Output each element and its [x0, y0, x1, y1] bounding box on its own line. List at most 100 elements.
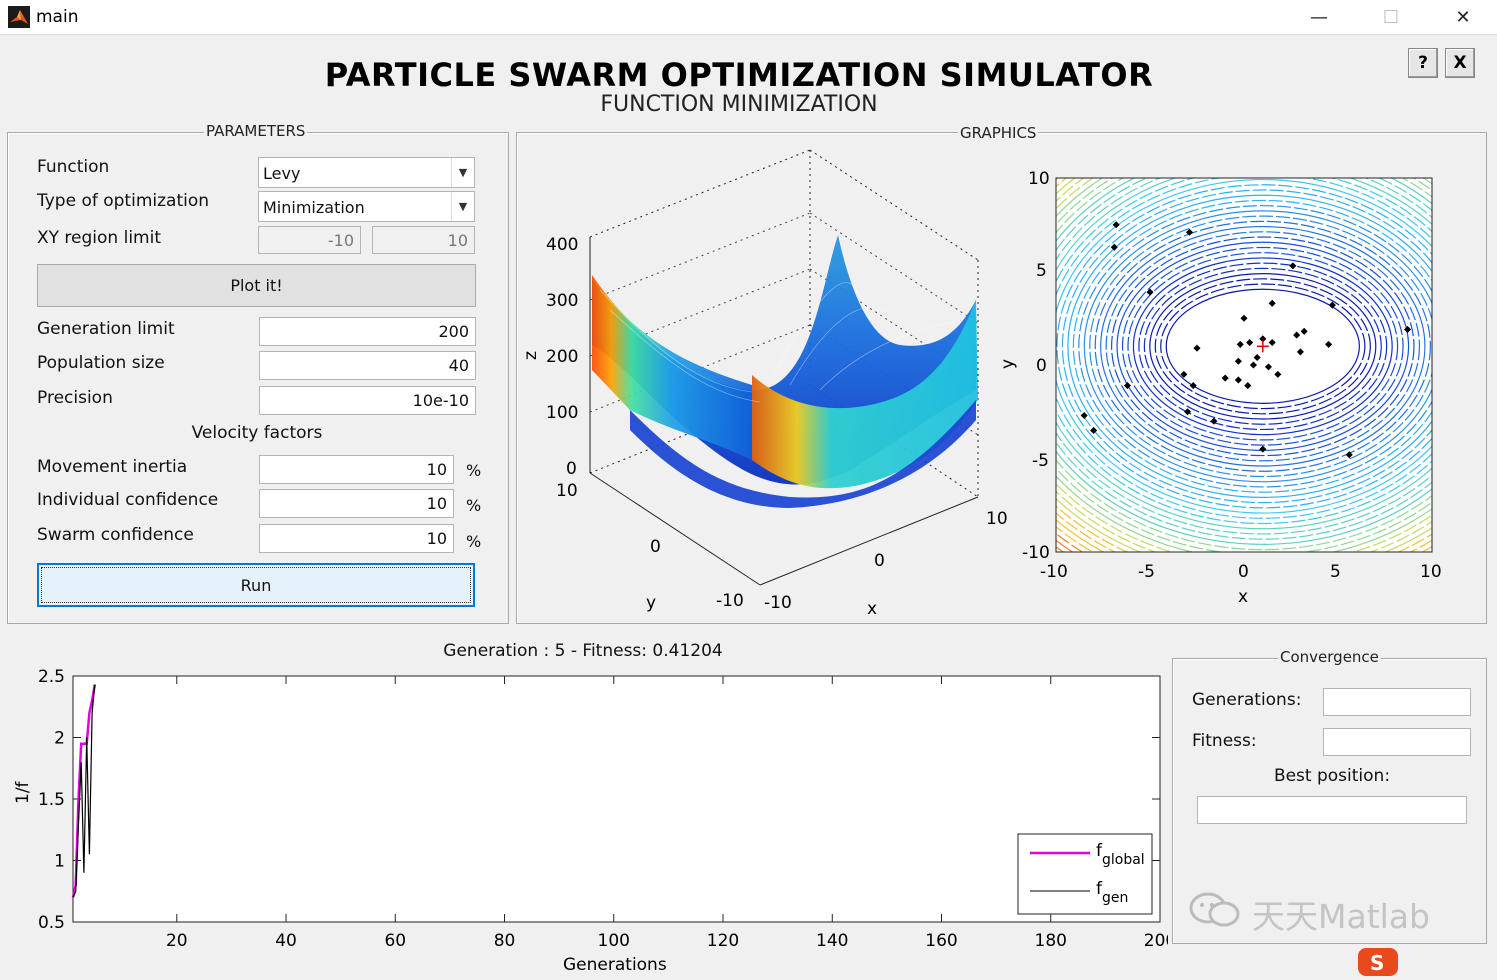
contour-x-tick: 10 [1420, 562, 1442, 582]
fitness-output[interactable] [1323, 728, 1471, 756]
y-tick-label: 1.5 [38, 790, 65, 810]
function-label: Function [37, 157, 110, 177]
maximize-button[interactable]: ☐ [1382, 6, 1400, 28]
chart-legend: fglobal fgen [1017, 833, 1153, 915]
contour-ring [1056, 178, 1432, 530]
wechat-icon [1188, 890, 1244, 930]
precision-input[interactable]: 10e-10 [259, 386, 476, 415]
y-tick-label: 0.5 [38, 913, 65, 933]
contour-ring [1143, 267, 1382, 425]
percent-label: % [466, 461, 482, 480]
surface-front-sheet [752, 300, 978, 489]
generations-output[interactable] [1323, 688, 1471, 716]
contour-ring [1160, 283, 1366, 410]
surface-x-label: x [867, 599, 877, 619]
x-tick-label: 100 [598, 931, 630, 951]
percent-label: % [466, 496, 482, 515]
contour-ring [1056, 178, 1432, 545]
x-tick-label: 120 [707, 931, 739, 951]
percent-label: % [466, 532, 482, 551]
contour-ring [1165, 288, 1360, 404]
contour-y-tick: 0 [1036, 356, 1047, 376]
series-line-gen [72, 684, 96, 898]
contour-ring [1132, 257, 1393, 436]
population-size-input[interactable]: 40 [259, 351, 476, 380]
contour-ring [1056, 178, 1432, 525]
contour-ring [1154, 278, 1371, 415]
particle-marker [1404, 325, 1412, 334]
xy-max-field[interactable]: 10 [372, 226, 475, 254]
minimize-button[interactable]: — [1310, 6, 1328, 28]
optimization-type-label: Type of optimization [37, 191, 210, 211]
optimization-type-value: Minimization [263, 198, 365, 217]
optimization-type-select[interactable]: Minimization ▼ [258, 191, 475, 222]
chart-y-label: 1/f [13, 780, 33, 804]
contour-ring [1056, 179, 1432, 514]
titlebar-divider [0, 34, 1497, 35]
contour-ring [1067, 194, 1432, 498]
surface-z-tick: 100 [546, 403, 578, 423]
best-position-output[interactable] [1197, 796, 1467, 824]
xy-min-field[interactable]: -10 [258, 226, 361, 254]
contour-ring [1056, 184, 1432, 509]
y-tick-label: 2.5 [38, 667, 65, 687]
x-tick-label: 200 [1144, 931, 1168, 951]
fitness-label: Fitness: [1192, 731, 1257, 751]
window-close-button[interactable]: ✕ [1455, 6, 1471, 28]
surface-plot: 400 300 200 100 0 z 10 0 -10 y -10 0 10 … [521, 149, 1008, 619]
plot-button[interactable]: Plot it! [37, 264, 476, 307]
generation-limit-label: Generation limit [37, 319, 175, 339]
chart-plot-area [72, 675, 1161, 923]
particle-marker [1259, 335, 1267, 343]
contour-ring [1083, 210, 1432, 483]
xy-region-label: XY region limit [37, 228, 161, 248]
surface-left-sheet [592, 275, 752, 460]
contour-x-tick: -10 [1040, 562, 1068, 582]
app-close-button[interactable]: X [1445, 48, 1475, 78]
particle-marker [1268, 299, 1276, 307]
parameters-legend: PARAMETERS [204, 122, 308, 140]
population-size-label: Population size [37, 353, 165, 373]
contour-ring [1072, 199, 1432, 493]
precision-label: Precision [37, 388, 113, 408]
legend-gen-label: fgen [1096, 879, 1128, 906]
sogou-ime-icon: S [1358, 948, 1398, 976]
y-tick-label: 2 [54, 729, 65, 749]
matlab-icon [8, 6, 30, 28]
swarm-confidence-input[interactable]: 10 [259, 524, 454, 553]
contour-y-label: y [1000, 359, 1018, 369]
run-button[interactable]: Run [37, 563, 475, 607]
surface-y-tick: 10 [556, 481, 578, 501]
surface-z-label: z [521, 351, 541, 360]
surface-z-tick: 300 [546, 291, 578, 311]
surface-y-label: y [646, 593, 656, 613]
y-tick-label: 1 [54, 852, 65, 872]
x-tick-label: 80 [494, 931, 516, 951]
particle-marker [1264, 363, 1272, 371]
contour-ring [1105, 231, 1421, 462]
contour-y-tick: 10 [1028, 169, 1050, 189]
window-titlebar [0, 0, 1497, 34]
individual-confidence-input[interactable]: 10 [259, 489, 454, 518]
contour-ring [1149, 272, 1377, 420]
x-tick-label: 20 [166, 931, 188, 951]
velocity-factors-heading: Velocity factors [191, 423, 323, 443]
generation-limit-input[interactable]: 200 [259, 317, 476, 346]
surface-z-tick: 400 [546, 235, 578, 255]
movement-inertia-input[interactable]: 10 [259, 455, 454, 484]
watermark-text: 天天Matlab [1252, 897, 1430, 936]
x-tick-label: 60 [384, 931, 406, 951]
help-button[interactable]: ? [1408, 48, 1438, 78]
surface-y-tick: -10 [716, 591, 744, 611]
contour-ring [1121, 246, 1404, 446]
contour-plot: 10 5 0 -5 -10 y -10 -5 0 5 10 x [1000, 169, 1442, 607]
contour-ring [1100, 225, 1426, 467]
contour-ring [1138, 262, 1388, 431]
surface-z-tick: 200 [546, 347, 578, 367]
x-tick-label: 40 [275, 931, 297, 951]
surface-mesh-lines [599, 282, 961, 403]
legend-global-label: fglobal [1096, 841, 1145, 868]
contour-y-tick: -5 [1032, 451, 1049, 471]
x-tick-label: 140 [816, 931, 848, 951]
function-select[interactable]: Levy ▼ [258, 157, 475, 188]
